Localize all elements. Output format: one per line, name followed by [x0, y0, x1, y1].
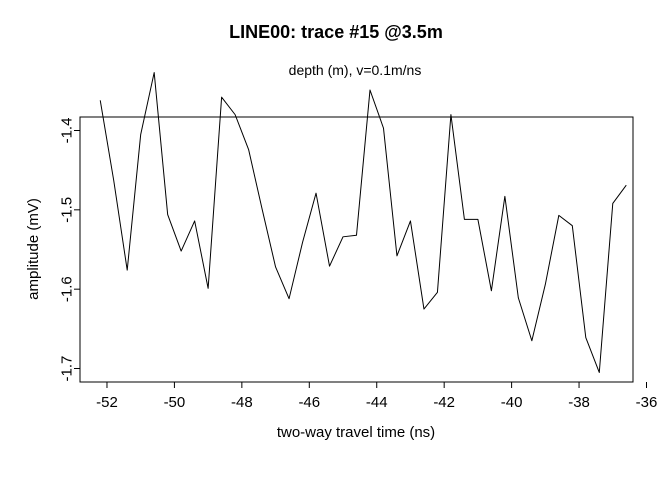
- x-tick-label: -44: [366, 394, 388, 411]
- series-line: [99, 72, 627, 373]
- chart-subtitle: depth (m), v=0.1m/ns: [289, 62, 422, 78]
- x-tick-label: -48: [231, 394, 253, 411]
- series-layer: [99, 72, 627, 373]
- y-tick-label: -1.5: [59, 197, 76, 223]
- x-axis: -52 -50 -48 -46 -44 -42 -40 -38 -36: [96, 382, 657, 411]
- plot-frame: [79, 116, 634, 383]
- x-tick-label: -42: [433, 394, 455, 411]
- x-tick-label: -50: [164, 394, 186, 411]
- x-tick-label: -40: [501, 394, 523, 411]
- y-tick-label: -1.6: [59, 276, 76, 302]
- x-axis-label: two-way travel time (ns): [277, 424, 435, 441]
- x-tick-label: -46: [298, 394, 320, 411]
- chart-title: LINE00: trace #15 @3.5m: [229, 22, 443, 42]
- y-tick-label: -1.7: [59, 356, 76, 382]
- y-axis: -1.4 -1.5 -1.6 -1.7: [59, 118, 80, 382]
- x-tick-label: -52: [96, 394, 118, 411]
- y-axis-label: amplitude (mV): [25, 198, 42, 300]
- x-tick-label: -38: [568, 394, 590, 411]
- y-tick-label: -1.4: [59, 118, 76, 144]
- x-tick-label: -36: [636, 394, 658, 411]
